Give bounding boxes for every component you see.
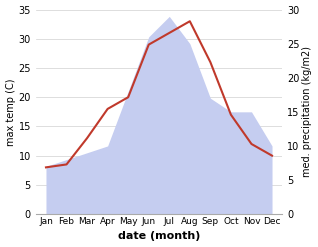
Y-axis label: max temp (C): max temp (C) (5, 78, 16, 145)
Y-axis label: med. precipitation (kg/m2): med. precipitation (kg/m2) (302, 46, 313, 177)
X-axis label: date (month): date (month) (118, 231, 200, 242)
